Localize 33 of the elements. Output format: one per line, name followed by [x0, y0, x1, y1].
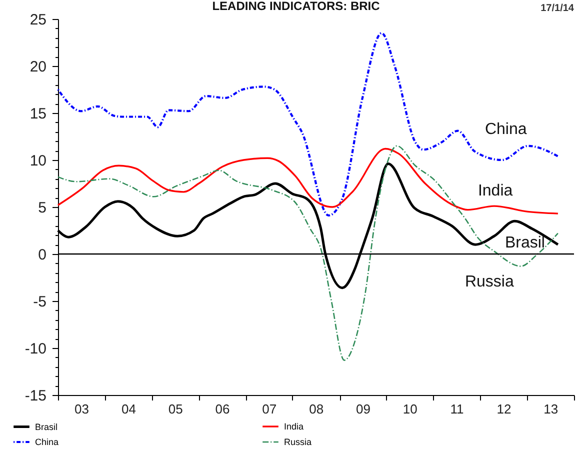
line-series [56, 32, 559, 217]
text: 17/1/14 [540, 3, 574, 14]
legend-label: China [35, 437, 59, 447]
x-tick-label: 13 [544, 402, 558, 416]
y-tick-label: 0 [38, 246, 46, 264]
text: Brasil [504, 234, 545, 252]
chart-title: LEADING INDICATORS: BRIC [212, 0, 380, 13]
x-tick-label: 09 [356, 402, 370, 416]
text: China [484, 121, 527, 138]
y-tick-label: 25 [30, 12, 46, 28]
y-tick-label: -10 [24, 340, 46, 358]
y-tick-label: 20 [30, 58, 46, 76]
x-tick-label: 10 [402, 402, 418, 416]
y-tick-label: 5 [38, 200, 46, 216]
legend-label: Brasil [35, 422, 58, 432]
text: India [478, 182, 513, 200]
x-tick-label: 08 [309, 402, 324, 416]
legend-label: Russia [284, 437, 312, 447]
y-tick-label: 10 [30, 152, 46, 170]
line-series [57, 145, 559, 361]
x-tick-label: 04 [122, 402, 136, 416]
x-tick-label: 11 [450, 402, 464, 416]
x-tick-label: 03 [74, 402, 89, 416]
x-tick-label: 05 [168, 402, 183, 416]
line-series [57, 148, 559, 214]
y-tick-label: -15 [24, 388, 46, 404]
x-tick-label: 07 [262, 402, 277, 416]
x-tick-label: 12 [496, 402, 512, 416]
y-tick-label: 15 [30, 106, 46, 122]
y-tick-label: -5 [33, 294, 46, 310]
x-tick-label: 06 [215, 402, 230, 416]
legend-label: India [284, 422, 304, 432]
text: Russia [464, 273, 514, 290]
